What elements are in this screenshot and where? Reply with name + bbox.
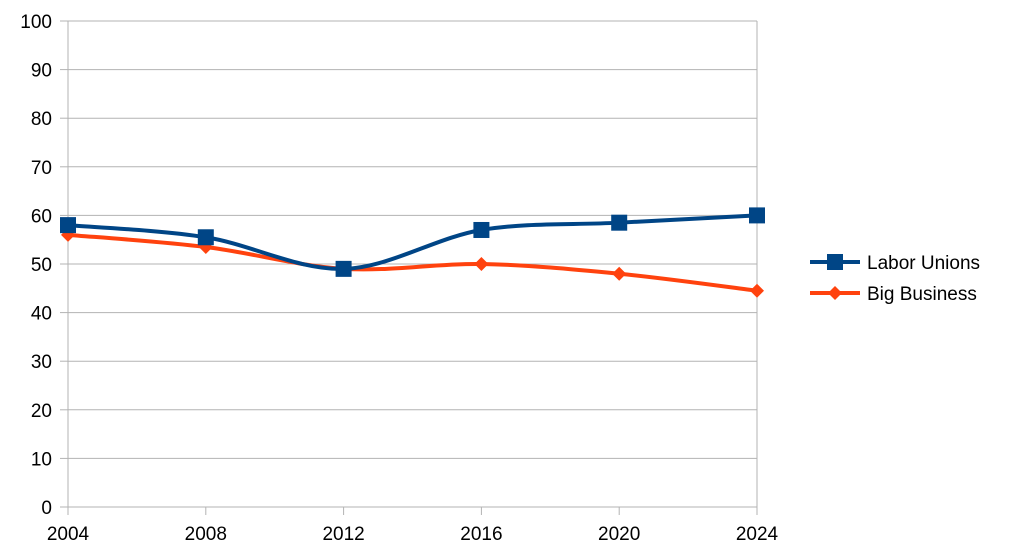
data-point-labor-unions-2024 xyxy=(749,207,765,224)
y-tick-label-100: 100 xyxy=(20,12,52,33)
y-axis-tick-labels: 0 10 20 30 40 50 60 70 80 90 100 xyxy=(20,12,52,519)
y-tick-label-0: 0 xyxy=(41,498,52,519)
y-tick-label-60: 60 xyxy=(31,206,52,227)
y-tick-label-20: 20 xyxy=(31,401,52,422)
x-tick-label-2004: 2004 xyxy=(47,524,90,545)
data-point-labor-unions-2012 xyxy=(335,260,352,277)
data-point-labor-unions-2016 xyxy=(473,221,490,238)
grid-lines xyxy=(68,20,757,508)
x-axis-tick-labels: 2004 2008 2012 2016 2020 2024 xyxy=(47,524,779,545)
data-point-big-business-2016 xyxy=(474,257,489,271)
y-tick-label-30: 30 xyxy=(31,352,52,373)
y-tick-label-70: 70 xyxy=(31,158,52,179)
legend-marker-labor-unions xyxy=(827,254,843,270)
legend: Labor Unions Big Business xyxy=(810,253,980,305)
data-point-big-business-2024 xyxy=(750,283,764,298)
axes xyxy=(60,20,758,515)
data-point-labor-unions-2004 xyxy=(60,217,76,234)
y-tick-label-10: 10 xyxy=(31,449,52,470)
x-tick-label-2020: 2020 xyxy=(598,524,640,545)
legend-label-labor-unions: Labor Unions xyxy=(867,253,980,274)
y-tick-label-90: 90 xyxy=(31,61,52,82)
x-tick-label-2008: 2008 xyxy=(185,524,227,545)
data-point-labor-unions-2020 xyxy=(611,214,628,231)
legend-marker-big-business xyxy=(828,286,842,300)
x-tick-label-2012: 2012 xyxy=(322,524,364,545)
legend-label-big-business: Big Business xyxy=(867,284,977,305)
series-line-big-business xyxy=(66,232,759,293)
series-group xyxy=(60,207,765,298)
y-tick-label-80: 80 xyxy=(31,109,52,130)
series-line-labor-unions xyxy=(66,213,759,271)
y-tick-label-40: 40 xyxy=(31,304,52,325)
data-point-labor-unions-2008 xyxy=(197,229,214,246)
x-tick-label-2016: 2016 xyxy=(460,524,502,545)
data-point-big-business-2020 xyxy=(612,266,627,281)
x-tick-label-2024: 2024 xyxy=(736,524,779,545)
y-tick-label-50: 50 xyxy=(31,255,52,276)
